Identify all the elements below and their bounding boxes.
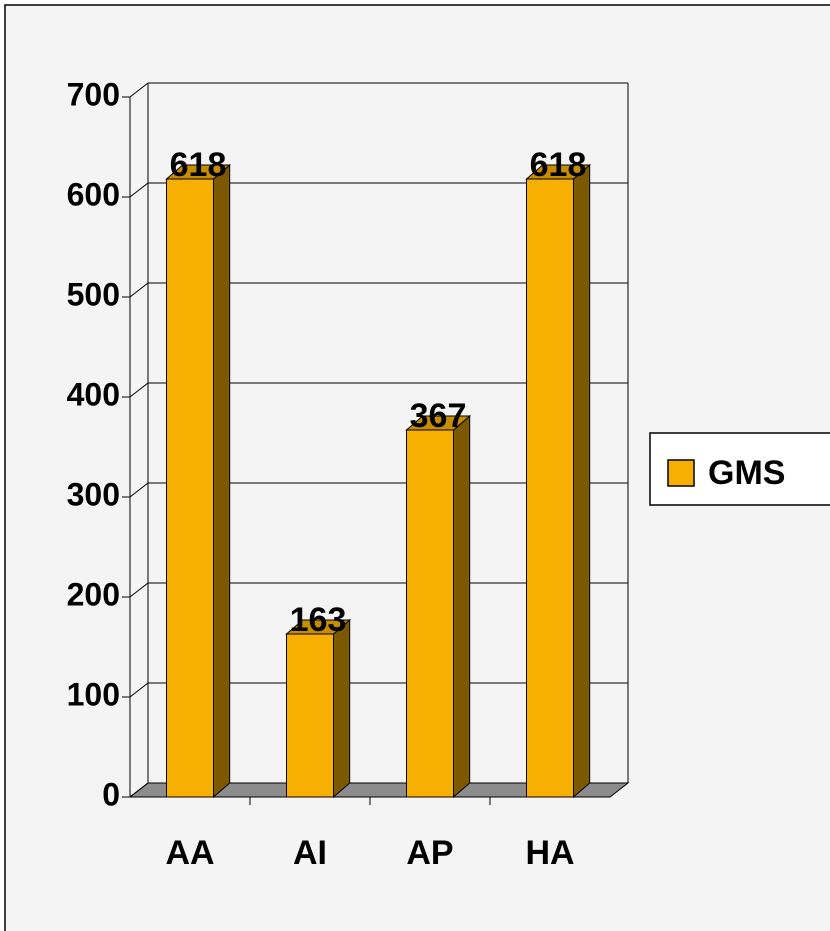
x-tick-label: AI — [293, 834, 327, 872]
grid-side — [129, 282, 149, 298]
grid-side — [129, 682, 149, 698]
x-tick-label: HA — [525, 834, 574, 872]
y-tick-label: 0 — [102, 776, 120, 812]
bar — [525, 163, 592, 799]
grid-side — [129, 182, 149, 198]
bar-side — [333, 618, 351, 799]
legend-label: GMS — [708, 454, 785, 492]
y-tick-label: 500 — [67, 276, 120, 312]
bar — [285, 618, 352, 799]
bar-side — [453, 414, 471, 799]
grid-side — [129, 482, 149, 498]
data-label: 163 — [290, 601, 347, 639]
y-tick-label: 400 — [67, 376, 120, 412]
bar-side — [213, 163, 231, 799]
bar-front — [406, 429, 454, 798]
y-tick-label: 300 — [67, 476, 120, 512]
x-tick-label: AA — [165, 834, 214, 872]
data-label: 367 — [410, 397, 467, 435]
y-tick-label: 100 — [67, 676, 120, 712]
y-tick-label: 600 — [67, 176, 120, 212]
bar-front — [166, 178, 214, 798]
data-label: 618 — [530, 146, 587, 184]
y-tick-label: 200 — [67, 576, 120, 612]
grid-side — [129, 382, 149, 398]
grid-side — [129, 82, 149, 98]
data-label: 618 — [170, 146, 227, 184]
y-tick-label: 700 — [67, 76, 120, 112]
grid-side — [129, 782, 149, 798]
grid-side — [129, 582, 149, 598]
bar-side — [573, 163, 591, 799]
x-tick-label: AP — [406, 834, 453, 872]
bar — [405, 414, 472, 799]
legend-swatch — [667, 459, 695, 487]
bar — [165, 163, 232, 799]
bar-front — [286, 633, 334, 798]
bar-front — [526, 178, 574, 798]
